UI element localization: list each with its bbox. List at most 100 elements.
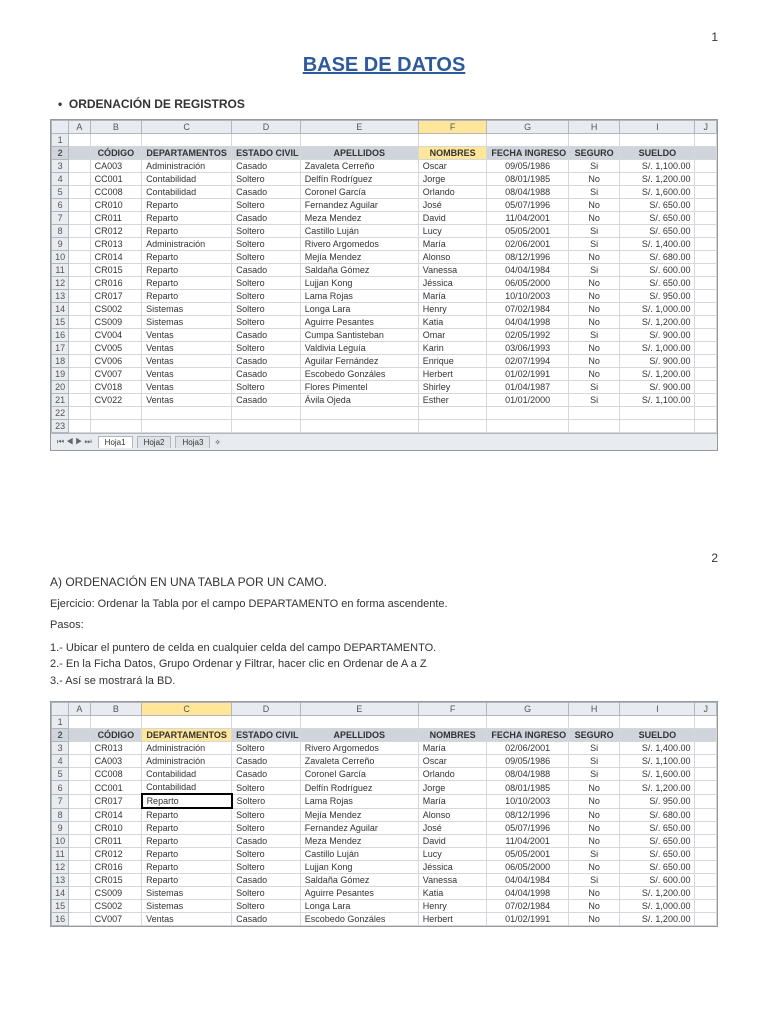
field-header[interactable]: SUELDO <box>620 729 695 742</box>
cell[interactable] <box>695 808 717 822</box>
table-cell[interactable]: 06/05/2000 <box>487 277 569 290</box>
table-cell[interactable]: Herbert <box>418 368 487 381</box>
table-cell[interactable]: S/. 1,200.00 <box>620 316 695 329</box>
row-header[interactable]: 5 <box>52 186 69 199</box>
table-cell[interactable]: Jorge <box>418 173 487 186</box>
col-header-D[interactable]: D <box>232 703 301 716</box>
table-cell[interactable]: Si <box>568 381 619 394</box>
table-cell[interactable]: CC001 <box>90 173 141 186</box>
field-header[interactable]: SUELDO <box>620 147 695 160</box>
table-cell[interactable]: Reparto <box>142 251 232 264</box>
table-cell[interactable]: Si <box>568 394 619 407</box>
table-cell[interactable]: Soltero <box>232 238 301 251</box>
table-cell[interactable]: Delfín Rodríguez <box>300 781 418 795</box>
row-header[interactable]: 8 <box>52 808 69 822</box>
table-cell[interactable]: 05/07/1996 <box>487 822 569 835</box>
col-header-A[interactable]: A <box>69 121 90 134</box>
sheet-table-2[interactable]: ABCDEFGHIJ12CÓDIGODEPARTAMENTOSESTADO CI… <box>51 702 717 926</box>
table-cell[interactable]: S/. 650.00 <box>620 861 695 874</box>
cell[interactable] <box>695 290 717 303</box>
table-cell[interactable]: S/. 650.00 <box>620 848 695 861</box>
table-cell[interactable]: S/. 1,000.00 <box>620 342 695 355</box>
tab-nav-icon[interactable]: ⏮◀▶⏭ <box>57 437 94 447</box>
table-cell[interactable]: CR012 <box>90 225 141 238</box>
cell[interactable] <box>232 716 301 729</box>
cell[interactable] <box>69 199 90 212</box>
field-header[interactable] <box>69 147 90 160</box>
table-cell[interactable]: María <box>418 238 487 251</box>
table-cell[interactable]: Orlando <box>418 186 487 199</box>
table-cell[interactable]: CR013 <box>90 742 141 755</box>
cell[interactable] <box>232 407 301 420</box>
cell[interactable] <box>695 394 717 407</box>
table-cell[interactable]: S/. 650.00 <box>620 199 695 212</box>
table-cell[interactable]: S/. 650.00 <box>620 225 695 238</box>
table-cell[interactable]: 08/04/1988 <box>487 768 569 781</box>
table-cell[interactable]: Administración <box>142 238 232 251</box>
table-cell[interactable]: CS002 <box>90 900 141 913</box>
row-header[interactable]: 10 <box>52 835 69 848</box>
cell[interactable] <box>69 394 90 407</box>
table-cell[interactable]: 08/12/1996 <box>487 251 569 264</box>
table-cell[interactable]: Flores Pimentel <box>300 381 418 394</box>
table-cell[interactable]: Contabilidad <box>142 173 232 186</box>
row-header[interactable]: 2 <box>52 729 69 742</box>
table-cell[interactable]: Casado <box>232 186 301 199</box>
cell[interactable] <box>620 134 695 147</box>
row-header[interactable]: 17 <box>52 342 69 355</box>
table-cell[interactable]: No <box>568 316 619 329</box>
field-header[interactable]: APELLIDOS <box>300 729 418 742</box>
tab-hoja2[interactable]: Hoja2 <box>137 436 172 448</box>
table-cell[interactable]: Meza Mendez <box>300 212 418 225</box>
table-cell[interactable]: Administración <box>142 742 232 755</box>
col-header-F[interactable]: F <box>418 121 487 134</box>
cell[interactable] <box>69 755 90 768</box>
table-cell[interactable]: 11/04/2001 <box>487 835 569 848</box>
cell[interactable] <box>69 794 90 808</box>
table-cell[interactable]: Ventas <box>142 329 232 342</box>
cell[interactable] <box>695 329 717 342</box>
col-header-A[interactable]: A <box>69 703 90 716</box>
table-cell[interactable]: Katia <box>418 316 487 329</box>
table-cell[interactable]: 04/04/1984 <box>487 874 569 887</box>
table-cell[interactable]: Soltero <box>232 794 301 808</box>
table-cell[interactable]: CA003 <box>90 160 141 173</box>
cell[interactable] <box>695 199 717 212</box>
row-header[interactable]: 11 <box>52 848 69 861</box>
row-header[interactable]: 10 <box>52 251 69 264</box>
table-cell[interactable]: Casado <box>232 755 301 768</box>
cell[interactable] <box>568 134 619 147</box>
tab-hoja3[interactable]: Hoja3 <box>175 436 210 448</box>
table-cell[interactable]: Aguilar Fernández <box>300 355 418 368</box>
table-cell[interactable]: Castillo Luján <box>300 225 418 238</box>
table-cell[interactable]: Soltero <box>232 781 301 795</box>
table-cell[interactable]: 07/02/1984 <box>487 303 569 316</box>
table-cell[interactable]: No <box>568 342 619 355</box>
table-cell[interactable]: CA003 <box>90 755 141 768</box>
field-header[interactable] <box>69 729 90 742</box>
table-cell[interactable]: David <box>418 212 487 225</box>
table-cell[interactable]: No <box>568 251 619 264</box>
table-cell[interactable]: María <box>418 794 487 808</box>
cell[interactable] <box>69 742 90 755</box>
table-cell[interactable]: S/. 650.00 <box>620 277 695 290</box>
table-cell[interactable]: Delfín Rodríguez <box>300 173 418 186</box>
cell[interactable] <box>90 420 141 433</box>
table-cell[interactable]: 02/05/1992 <box>487 329 569 342</box>
table-cell[interactable]: Si <box>568 874 619 887</box>
field-header[interactable]: DEPARTAMENTOS <box>142 147 232 160</box>
cell[interactable] <box>69 887 90 900</box>
table-cell[interactable]: Casado <box>232 874 301 887</box>
col-header-H[interactable]: H <box>568 703 619 716</box>
table-cell[interactable]: Si <box>568 264 619 277</box>
cell[interactable] <box>695 716 717 729</box>
cell[interactable] <box>695 160 717 173</box>
col-header-F[interactable]: F <box>418 703 487 716</box>
table-cell[interactable]: Mejía Mendez <box>300 251 418 264</box>
cell[interactable] <box>620 716 695 729</box>
cell[interactable] <box>568 420 619 433</box>
table-cell[interactable]: Alonso <box>418 808 487 822</box>
table-cell[interactable]: No <box>568 794 619 808</box>
table-cell[interactable]: Si <box>568 329 619 342</box>
table-cell[interactable]: No <box>568 887 619 900</box>
